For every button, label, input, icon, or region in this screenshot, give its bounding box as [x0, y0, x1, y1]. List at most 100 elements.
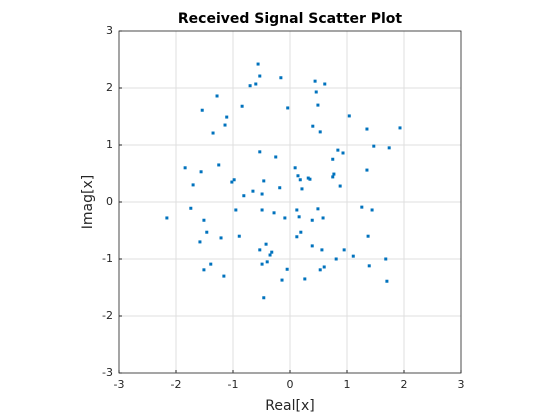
point [306, 176, 310, 180]
y-tick-label: -1 [102, 252, 113, 265]
point [316, 103, 320, 107]
point [336, 148, 340, 152]
point [387, 146, 391, 150]
point [310, 218, 314, 222]
point [316, 207, 320, 211]
point [323, 82, 327, 86]
point [338, 184, 342, 188]
point [295, 208, 299, 212]
x-tick-label: -1 [228, 378, 239, 391]
y-tick-label: -3 [102, 366, 113, 379]
point [232, 178, 236, 182]
x-tick-label: 2 [401, 378, 408, 391]
point [286, 106, 290, 110]
point [202, 268, 206, 272]
point [205, 230, 209, 234]
y-tick-label: 2 [106, 81, 113, 94]
x-tick-label: 3 [458, 378, 465, 391]
point [260, 262, 264, 266]
point [311, 124, 315, 128]
point [308, 177, 312, 181]
point [256, 62, 260, 66]
point [237, 234, 241, 238]
point [200, 108, 204, 112]
point [272, 211, 276, 215]
point [278, 186, 282, 190]
point [365, 127, 369, 131]
point [321, 216, 325, 220]
point [332, 172, 336, 176]
x-axis-label: Real[x] [265, 398, 314, 414]
point [384, 257, 388, 261]
y-axis-label: Imag[x] [80, 175, 96, 229]
point [295, 235, 299, 239]
point [299, 230, 303, 234]
axes-box [118, 30, 462, 374]
point [262, 179, 266, 183]
point [189, 206, 193, 210]
point [280, 278, 284, 282]
point [242, 194, 246, 198]
point [268, 253, 272, 257]
point [318, 268, 322, 272]
point [274, 155, 278, 159]
point [199, 170, 203, 174]
point [254, 82, 258, 86]
point [341, 151, 345, 155]
point [320, 248, 324, 252]
point [234, 208, 238, 212]
point [360, 205, 364, 209]
x-tick-label: -2 [171, 378, 182, 391]
point [318, 130, 322, 134]
point [313, 79, 317, 83]
y-tick-label: 3 [106, 24, 113, 37]
point [283, 216, 287, 220]
point [297, 215, 301, 219]
point [331, 157, 335, 161]
point [260, 208, 264, 212]
point [165, 216, 169, 220]
point [222, 274, 226, 278]
point [300, 187, 304, 191]
point [334, 257, 338, 261]
point [347, 114, 351, 118]
point [262, 296, 266, 300]
point [270, 250, 274, 254]
point [191, 183, 195, 187]
point [211, 131, 215, 135]
y-tick-label: -2 [102, 309, 113, 322]
point [398, 126, 402, 130]
point [202, 218, 206, 222]
point [215, 94, 219, 98]
point [303, 277, 307, 281]
point [370, 208, 374, 212]
point [310, 244, 314, 248]
point [385, 279, 389, 283]
x-tick-label: 0 [287, 378, 294, 391]
point [367, 264, 371, 268]
point [279, 76, 283, 80]
point [293, 166, 297, 170]
point [230, 180, 234, 184]
point [258, 74, 262, 78]
point [258, 150, 262, 154]
chart-title: Received Signal Scatter Plot [178, 11, 403, 27]
point [219, 236, 223, 240]
point [260, 192, 264, 196]
point [351, 254, 355, 258]
point [265, 260, 269, 264]
point [372, 144, 376, 148]
y-tick-label: 0 [106, 195, 113, 208]
point [209, 262, 213, 266]
point [322, 265, 326, 269]
point [198, 240, 202, 244]
point [258, 248, 262, 252]
point [248, 84, 252, 88]
point [366, 234, 370, 238]
point [223, 123, 227, 127]
point [342, 248, 346, 252]
x-tick-label: 1 [344, 378, 351, 391]
point [217, 163, 221, 167]
